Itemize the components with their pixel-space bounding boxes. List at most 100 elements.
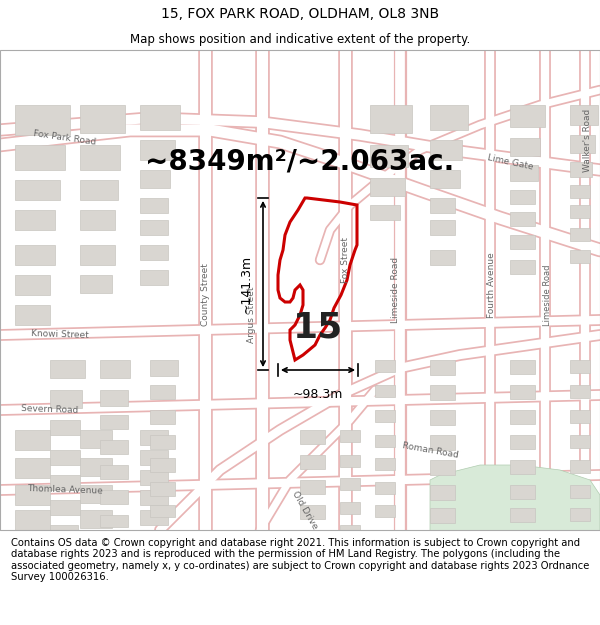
Bar [80,275,112,293]
Bar [140,430,168,445]
Bar [15,245,55,265]
Text: County Street: County Street [200,264,209,326]
Bar [50,450,80,465]
Bar [570,485,590,498]
Bar [340,455,360,467]
Bar [570,135,595,153]
Bar [430,485,455,500]
Bar [375,435,395,447]
Text: Fox Park Road: Fox Park Road [33,129,97,147]
Bar [80,180,118,200]
Bar [15,180,60,200]
Text: Limeside Road: Limeside Road [392,257,401,323]
Bar [510,410,535,424]
Bar [375,505,395,517]
Bar [300,455,325,469]
Bar [430,410,455,425]
Bar [80,245,115,265]
Bar [80,105,125,133]
Bar [510,360,535,374]
Bar [80,430,112,448]
Bar [430,385,455,400]
Text: Walker's Road: Walker's Road [583,108,593,172]
Bar [430,170,460,188]
Bar [15,275,50,295]
Text: 15: 15 [293,311,343,345]
Bar [510,235,535,249]
Bar [140,140,175,160]
Bar [570,205,590,218]
Bar [375,482,395,494]
Bar [430,105,468,130]
Bar [150,385,175,399]
Text: Thomlea Avenue: Thomlea Avenue [27,484,103,496]
Bar [100,440,128,454]
Bar [570,508,590,521]
Bar [375,360,395,372]
Text: 15, FOX PARK ROAD, OLDHAM, OL8 3NB: 15, FOX PARK ROAD, OLDHAM, OL8 3NB [161,7,439,21]
Text: Argus Street: Argus Street [248,287,257,343]
Bar [570,410,590,423]
Bar [80,510,112,528]
Bar [15,430,50,450]
Bar [15,458,50,478]
Bar [50,360,85,378]
Bar [300,480,325,494]
Bar [510,485,535,499]
Bar [50,500,80,515]
Bar [100,390,128,406]
Bar [140,490,168,505]
Bar [510,460,535,474]
Text: Fox Street: Fox Street [341,237,349,283]
Bar [100,490,128,504]
Bar [570,162,592,177]
Bar [15,105,70,135]
Bar [300,530,325,544]
Bar [150,435,175,449]
Bar [510,508,535,522]
Bar [300,430,325,444]
Bar [430,460,455,475]
Bar [140,470,168,485]
Bar [510,138,540,156]
Text: Map shows position and indicative extent of the property.: Map shows position and indicative extent… [130,32,470,46]
Bar [150,482,175,496]
Bar [50,525,78,537]
Polygon shape [430,465,600,580]
Bar [340,478,360,490]
Bar [150,458,175,472]
Bar [140,220,168,235]
Bar [80,485,112,503]
Text: ~141.3m: ~141.3m [240,255,253,313]
Text: Limeside Road: Limeside Road [544,264,553,326]
Bar [150,360,178,376]
Bar [100,360,130,378]
Bar [510,165,538,181]
Bar [140,245,168,260]
Text: Fourth Avenue: Fourth Avenue [487,252,496,318]
Bar [570,228,590,241]
Bar [430,508,455,523]
Bar [340,502,360,514]
Bar [430,250,455,265]
Bar [80,210,115,230]
Bar [370,178,405,196]
Bar [510,105,545,127]
Bar [570,385,590,398]
Bar [80,458,112,476]
Bar [50,475,80,490]
Bar [15,210,55,230]
Text: Contains OS data © Crown copyright and database right 2021. This information is : Contains OS data © Crown copyright and d… [11,538,589,582]
Bar [100,515,128,527]
Text: Roman Road: Roman Road [401,441,459,459]
Bar [430,360,455,375]
Bar [570,435,590,448]
Bar [430,140,462,160]
Bar [430,435,455,450]
Bar [570,105,598,125]
Bar [370,145,408,167]
Bar [140,270,168,285]
Bar [510,385,535,399]
Bar [140,510,168,525]
Bar [80,145,120,170]
